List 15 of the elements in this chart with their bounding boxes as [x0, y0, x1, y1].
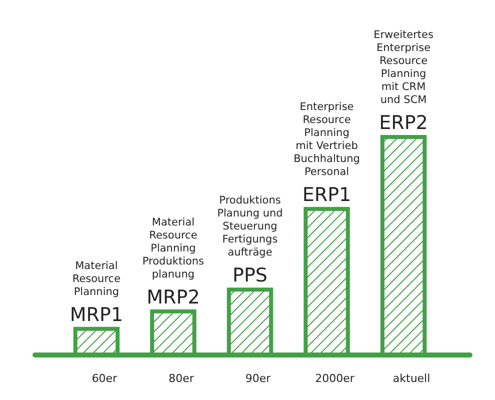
annotation: ERP2 — [379, 112, 428, 134]
annotation: PPS — [232, 264, 268, 287]
annotation: Material Resource Planning Produktions planung — [142, 216, 204, 280]
annotation: MRP2 — [146, 286, 200, 308]
annotation: Produktions Planung und Steuerung Fertigungs aufträge — [217, 194, 283, 259]
annotation: Enterprise Resource Planning mit Vertrieb Buchhaltung Personal — [294, 100, 360, 178]
x-tick-label: 80er — [168, 372, 194, 385]
annotation: Material Resource Planning — [72, 260, 121, 298]
annotation: ERP1 — [302, 184, 352, 206]
x-tick-label: 90er — [245, 372, 272, 385]
annotation: MRP1 — [70, 304, 124, 326]
x-tick-label: 2000er — [315, 372, 355, 385]
x-tick-label: 60er — [92, 372, 118, 385]
text: Erweitertes Enterprise Resource Planning mit CRM und SCM — [374, 29, 434, 106]
x-tick-label: aktuell — [392, 372, 430, 385]
